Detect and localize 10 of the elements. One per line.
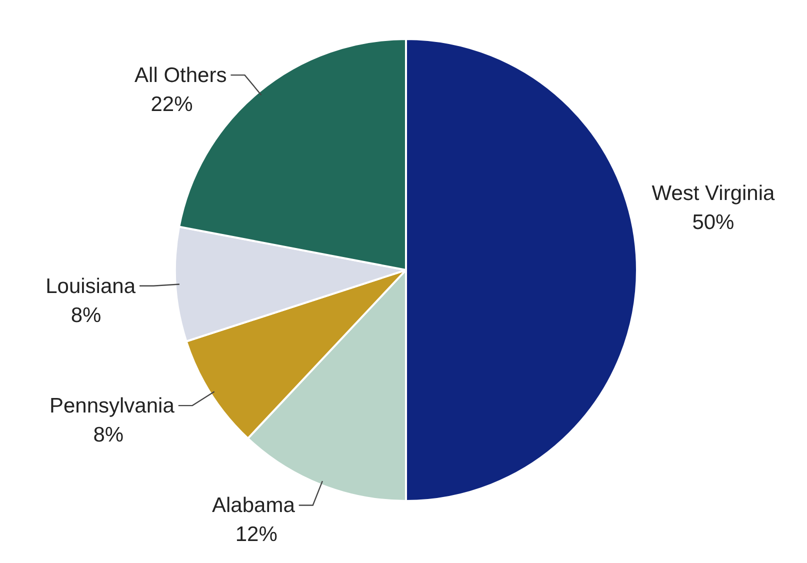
data-label: 8% (70, 304, 102, 327)
data-label: 50% (692, 211, 734, 234)
slice-label: All Others (134, 64, 227, 88)
slice-label: Alabama (212, 494, 296, 518)
slice-label: Louisiana (46, 274, 136, 298)
data-label: 12% (235, 523, 278, 546)
slice-label: West Virginia (652, 182, 776, 205)
slice-label: Pennsylvania (49, 394, 175, 418)
data-label: 22% (150, 93, 193, 116)
data-label: 8% (93, 424, 124, 447)
